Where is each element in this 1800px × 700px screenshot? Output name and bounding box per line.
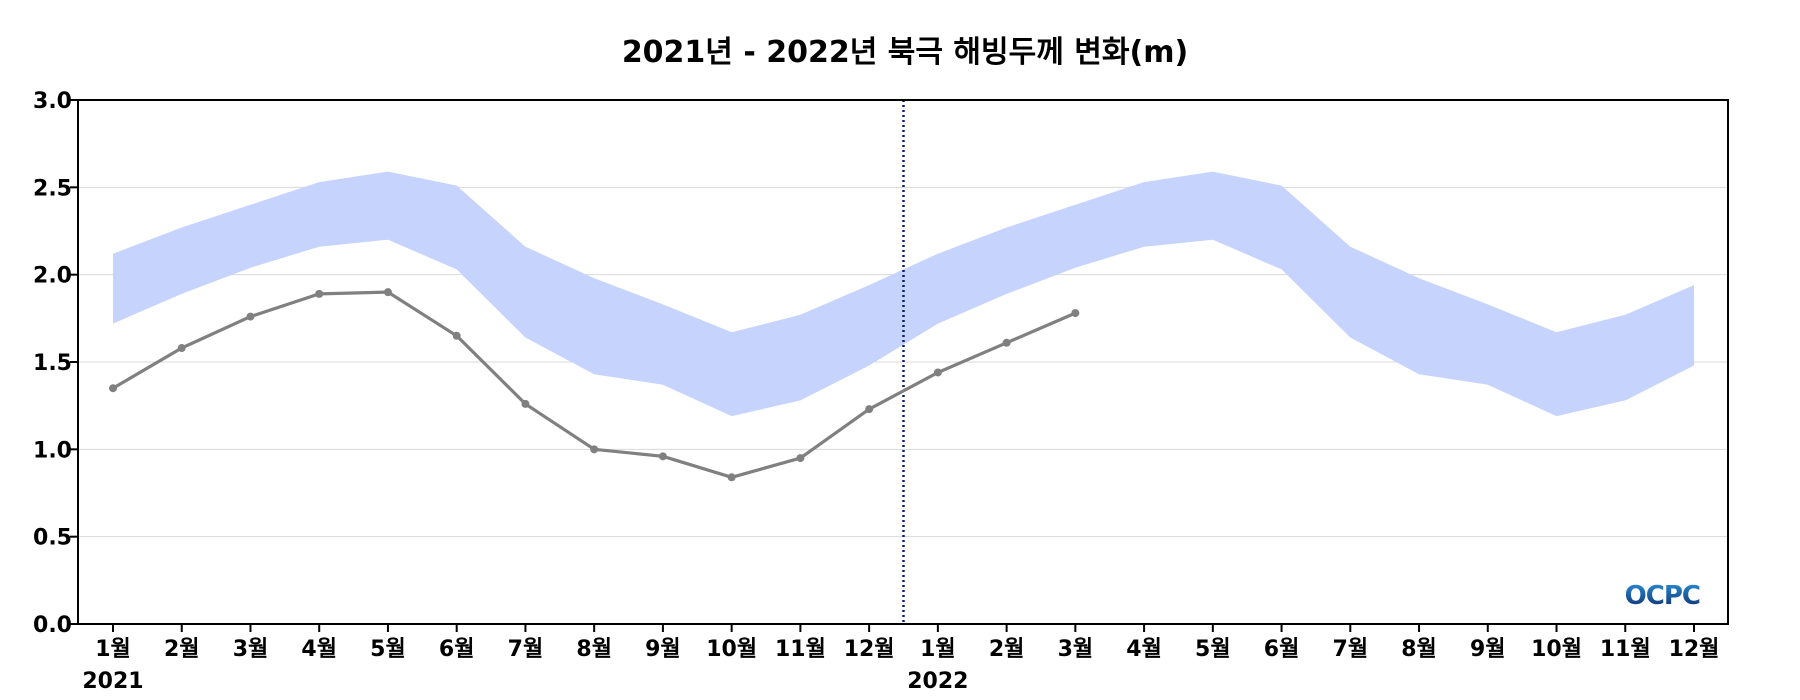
x-tick-label: 3월 (233, 637, 269, 662)
x-tick-label: 8월 (1401, 637, 1437, 662)
year-label: 2022 (907, 669, 968, 694)
normal-range-area (113, 171, 1694, 417)
data-point (1002, 338, 1011, 347)
data-point (727, 473, 736, 482)
x-tick-label: 5월 (370, 637, 406, 662)
x-tick-label: 7월 (508, 637, 544, 662)
x-tick-label: 1월 (920, 637, 956, 662)
normal-range-band (113, 171, 1694, 417)
x-tick-label: 12월 (844, 637, 895, 662)
y-tick-label: 0.0 (33, 613, 72, 638)
y-tick-label: 1.5 (33, 351, 72, 376)
x-tick-label: 9월 (645, 637, 681, 662)
x-tick-label: 8월 (576, 637, 612, 662)
x-tick-label: 1월 (95, 637, 131, 662)
data-point (658, 452, 667, 461)
data-point (452, 331, 461, 340)
x-tick-label: 6월 (439, 637, 475, 662)
x-axis-ticks: 1월 2월 3월 4월 5월 6월 7월 8월 9월 10월 11월 12월 1월 2월 3월 4월 5월 6월 7… (95, 624, 1719, 662)
data-point (796, 454, 805, 463)
data-point (521, 399, 530, 408)
x-tick-label: 9월 (1470, 637, 1506, 662)
year-label: 2021 (82, 669, 143, 694)
y-tick-label: 0.5 (33, 526, 72, 551)
y-axis-ticks: 0.0 0.5 1.0 1.5 2.0 2.5 3.0 (33, 89, 78, 638)
chart-title: 2021년 - 2022년 북극 해빙두께 변화(m) (622, 35, 1188, 70)
y-tick-label: 2.0 (33, 264, 72, 289)
x-tick-label: 2월 (989, 637, 1025, 662)
data-point (590, 445, 599, 454)
data-point (933, 368, 942, 377)
thickness-points (109, 288, 1080, 482)
x-tick-label: 4월 (301, 637, 337, 662)
ocpc-logo: OCPC (1625, 581, 1700, 611)
data-point (109, 384, 117, 393)
year-labels: 2021 2022 (82, 669, 968, 694)
x-tick-label: 3월 (1058, 637, 1094, 662)
data-point (1071, 309, 1080, 318)
data-point (246, 312, 255, 321)
x-tick-label: 6월 (1264, 637, 1300, 662)
data-point (383, 288, 392, 297)
x-tick-label: 11월 (775, 637, 826, 662)
y-tick-label: 1.0 (33, 438, 72, 463)
x-tick-label: 10월 (706, 637, 757, 662)
x-tick-label: 10월 (1531, 637, 1582, 662)
x-tick-label: 2월 (164, 637, 200, 662)
x-tick-label: 7월 (1333, 637, 1369, 662)
data-point (315, 289, 324, 298)
data-point (177, 344, 186, 353)
y-tick-label: 3.0 (33, 89, 72, 114)
data-point (865, 405, 874, 414)
x-tick-label: 4월 (1126, 637, 1162, 662)
x-tick-label: 12월 (1669, 637, 1720, 662)
x-tick-label: 11월 (1600, 637, 1651, 662)
y-tick-label: 2.5 (33, 176, 72, 201)
x-tick-label: 5월 (1195, 637, 1231, 662)
